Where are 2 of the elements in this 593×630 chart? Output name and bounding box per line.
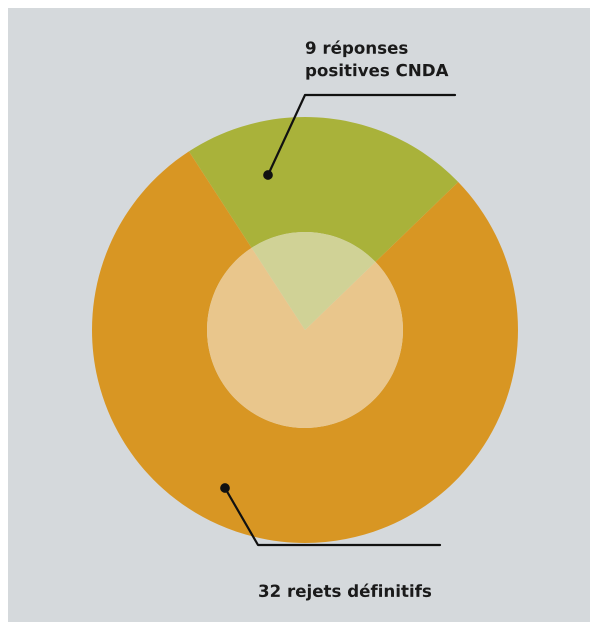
slice-label: 32 rejets définitifs (259, 584, 432, 600)
slice-label: 9 réponses positives CNDA (306, 40, 448, 80)
